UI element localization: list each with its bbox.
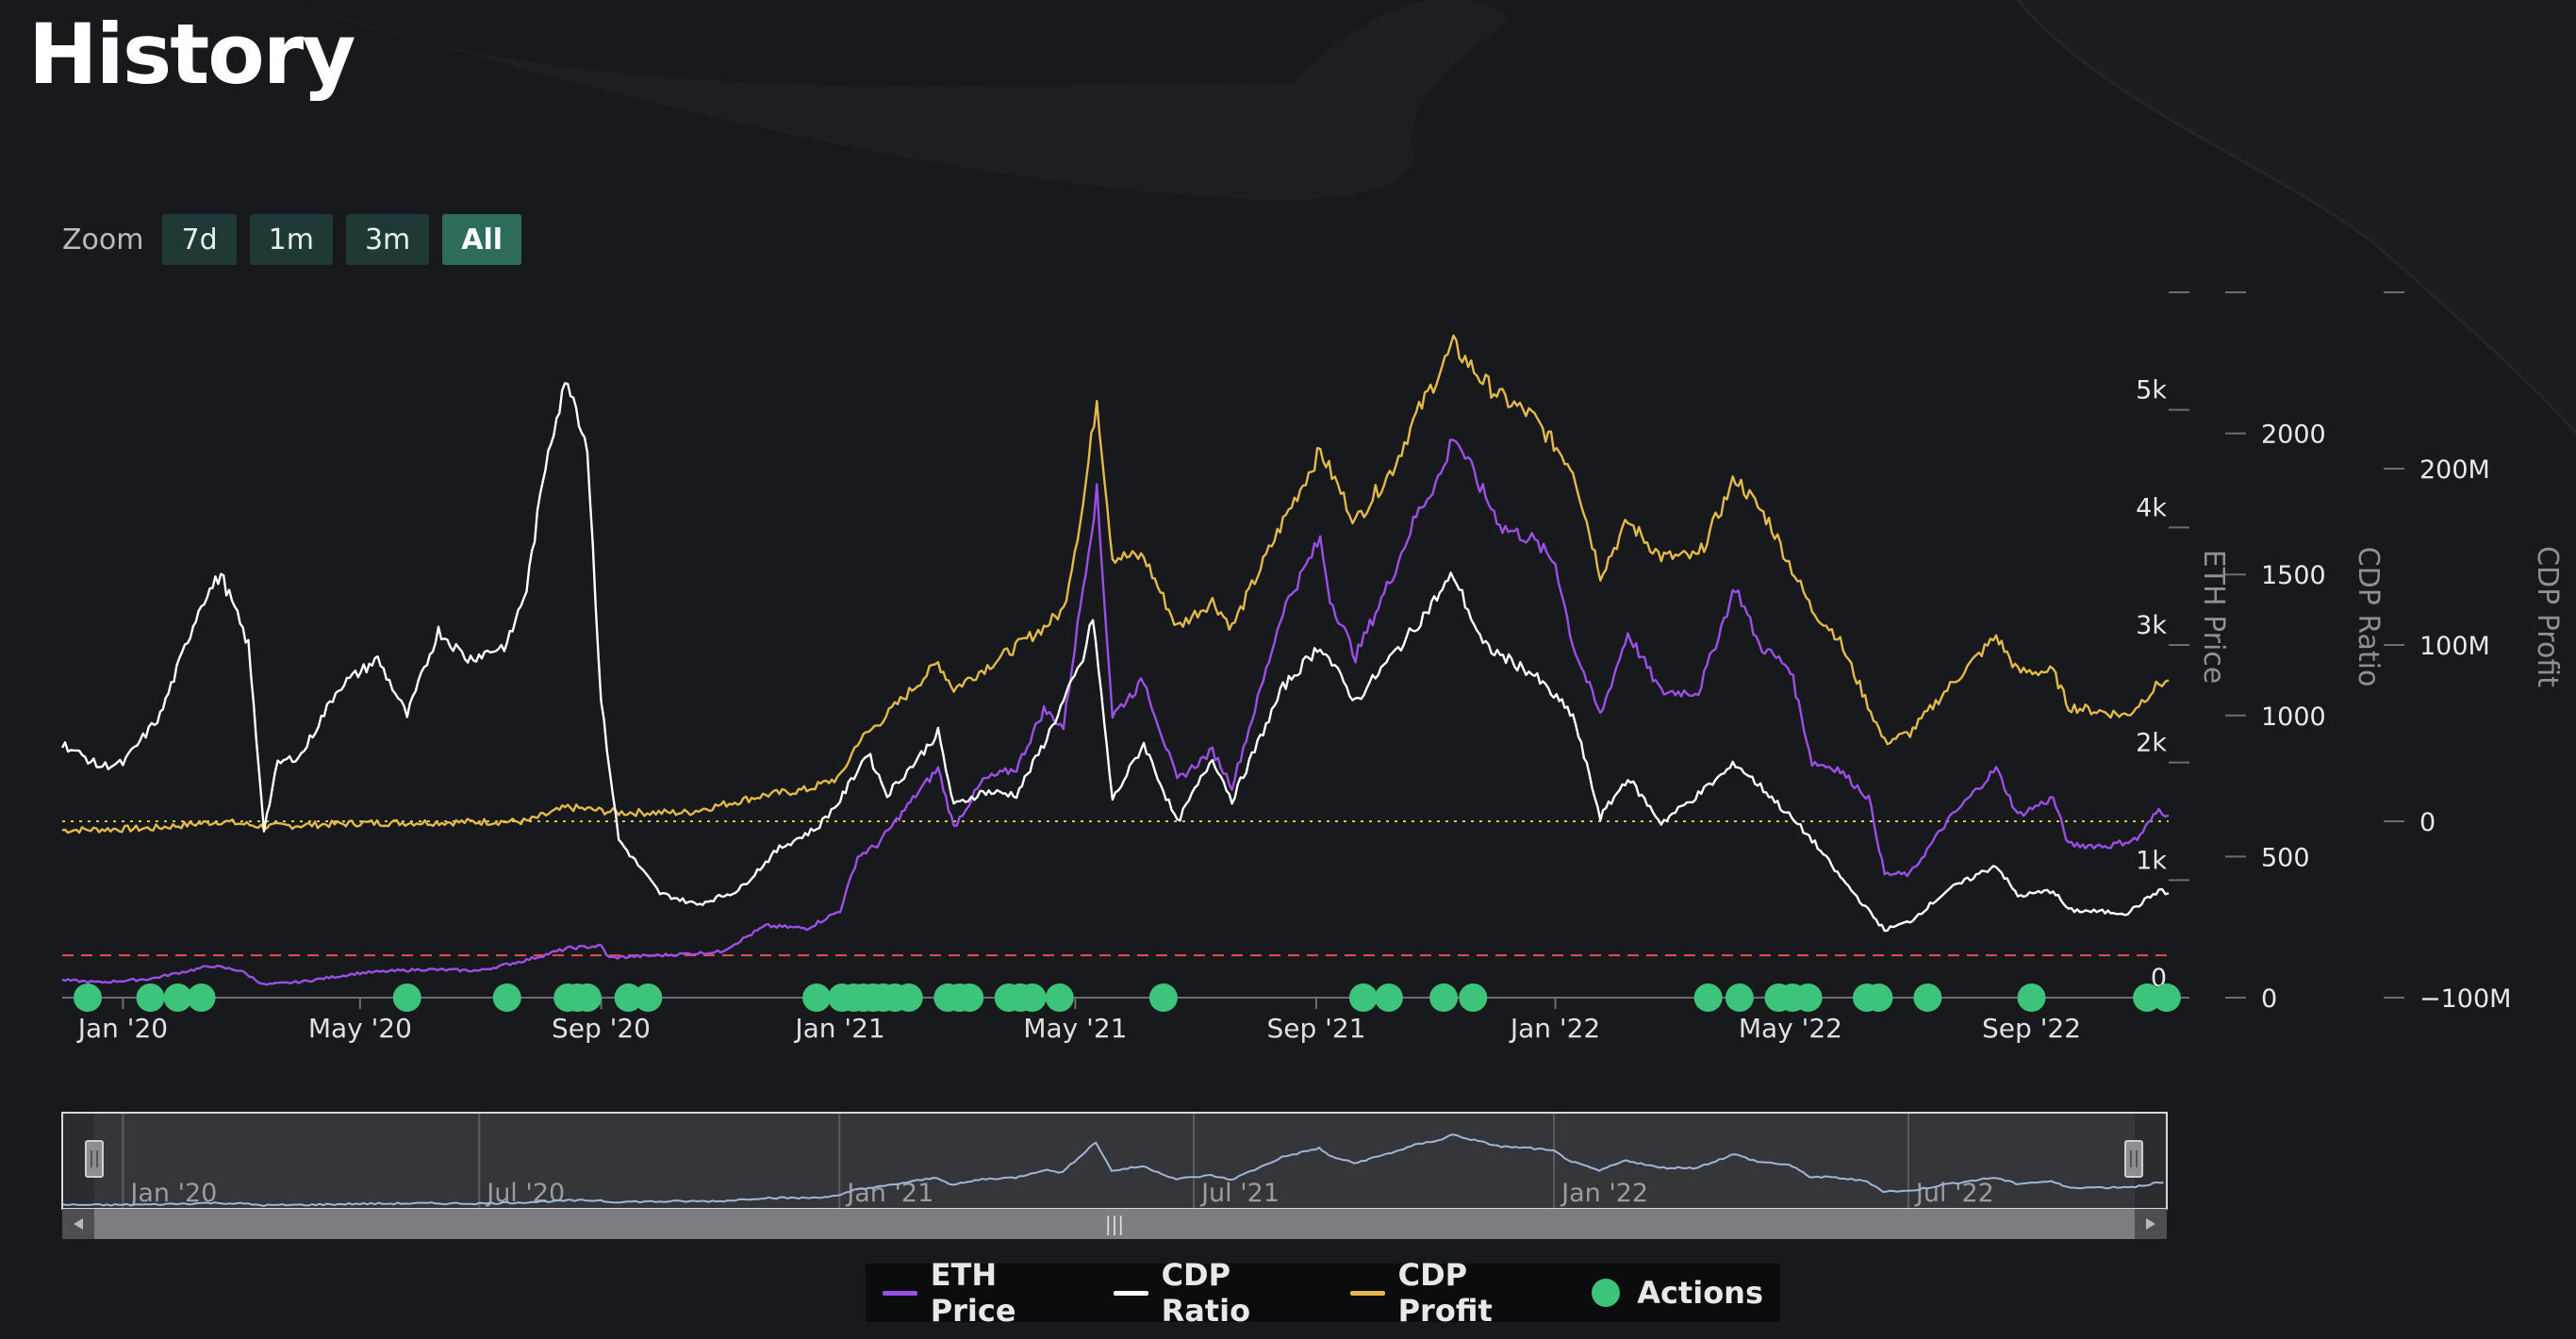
action-marker[interactable] xyxy=(187,984,216,1012)
navigator-tick-label: Jan '21 xyxy=(845,1179,933,1208)
actions-layer xyxy=(74,984,2181,1012)
action-marker[interactable] xyxy=(1725,984,1754,1012)
scrollbar[interactable]: ||| xyxy=(62,1209,2167,1239)
series-layer xyxy=(60,334,2170,986)
action-marker[interactable] xyxy=(1429,984,1459,1012)
eth-price-axis-title: ETH Price xyxy=(2197,550,2230,685)
zoom-7d-button[interactable]: 7d xyxy=(162,214,237,265)
scroll-left-arrow-icon xyxy=(74,1218,83,1230)
scroll-right-arrow-icon xyxy=(2146,1218,2155,1230)
legend-item-cdp-ratio[interactable]: CDP Ratio xyxy=(1113,1257,1316,1329)
cdp-ratio-tick-label: 0 xyxy=(2261,984,2277,1014)
cdp-profit-tick-label: 100M xyxy=(2419,632,2490,661)
navigator-series-line xyxy=(61,1133,2164,1208)
navigator-right-handle[interactable] xyxy=(2124,1140,2143,1178)
action-marker[interactable] xyxy=(802,984,832,1012)
reference-lines xyxy=(62,820,2169,957)
legend-eth-price-swatch xyxy=(883,1290,917,1296)
x-tick-label: Jan '22 xyxy=(1509,1013,1600,1044)
action-marker[interactable] xyxy=(1374,984,1403,1012)
x-tick-label: Sep '21 xyxy=(1267,1013,1366,1044)
cdp-profit-tick-label: −100M xyxy=(2419,984,2511,1014)
legend-cdp-profit-label: CDP Profit xyxy=(1397,1257,1493,1329)
action-marker[interactable] xyxy=(572,984,602,1012)
action-marker[interactable] xyxy=(1348,984,1378,1012)
legend-item-cdp-profit[interactable]: CDP Profit xyxy=(1349,1257,1558,1329)
action-marker[interactable] xyxy=(894,984,923,1012)
legend-cdp-profit-swatch xyxy=(1349,1290,1385,1296)
action-marker[interactable] xyxy=(492,984,521,1012)
cdp-ratio-tick-label: 2000 xyxy=(2261,421,2326,450)
x-tick-label: Sep '20 xyxy=(552,1013,651,1044)
eth-price-series-line xyxy=(61,438,2170,986)
x-tick-label: May '22 xyxy=(1739,1013,1842,1044)
action-marker[interactable] xyxy=(1864,984,1893,1012)
legend-actions-dot-icon xyxy=(1592,1279,1621,1307)
legend-item-actions[interactable]: Actions xyxy=(1592,1275,1763,1311)
eth-price-tick-label: 3k xyxy=(2136,611,2167,640)
zoom-label: Zoom xyxy=(62,223,144,256)
action-marker[interactable] xyxy=(163,984,192,1012)
cdp-profit-tick-label: 200M xyxy=(2419,455,2490,485)
action-marker[interactable] xyxy=(1148,984,1178,1012)
action-marker[interactable] xyxy=(136,984,165,1012)
action-marker[interactable] xyxy=(634,984,663,1012)
cdp-ratio-axis-title: CDP Ratio xyxy=(2352,547,2385,687)
cdp-ratio-tick-label: 500 xyxy=(2261,843,2310,872)
zoom-all-button[interactable]: All xyxy=(442,214,522,265)
cdp-ratio-series-line xyxy=(60,382,2170,933)
navigator-selected-range[interactable] xyxy=(94,1113,2135,1209)
page-title: History xyxy=(28,6,355,103)
legend-item-eth-price[interactable]: ETH Price xyxy=(883,1257,1080,1329)
eth-price-tick-label: 4k xyxy=(2136,493,2167,522)
navigator-tick-label: Jan '22 xyxy=(1560,1179,1648,1208)
navigator-left-handle[interactable] xyxy=(85,1140,104,1178)
cdp-profit-series-line xyxy=(61,334,2170,835)
x-tick-label: Jan '21 xyxy=(793,1013,884,1044)
scrollbar-thumb[interactable] xyxy=(94,1209,2135,1239)
action-marker[interactable] xyxy=(74,984,103,1012)
zoom-1m-button[interactable]: 1m xyxy=(249,214,333,265)
action-marker[interactable] xyxy=(392,984,421,1012)
x-tick-label: Sep '22 xyxy=(1982,1013,2081,1044)
action-marker[interactable] xyxy=(1913,984,1942,1012)
action-marker[interactable] xyxy=(2017,984,2046,1012)
cdp-profit-tick-label: 0 xyxy=(2419,808,2436,837)
eth-price-tick-label: 5k xyxy=(2136,376,2167,405)
x-tick-label: May '21 xyxy=(1023,1013,1127,1044)
legend-cdp-ratio-swatch xyxy=(1113,1290,1148,1296)
cdp-ratio-tick-label: 1000 xyxy=(2261,703,2326,732)
legend-actions-label: Actions xyxy=(1637,1275,1763,1311)
action-marker[interactable] xyxy=(1693,984,1723,1012)
axes-layer: Jan '20 May '20 Sep '20 Jan '21 May '21 Sep '… xyxy=(62,291,2564,1044)
cdp-profit-axis-title: CDP Profit xyxy=(2531,546,2564,687)
action-marker[interactable] xyxy=(2152,984,2181,1012)
navigator-tick-label: Jul '21 xyxy=(1199,1179,1280,1208)
cdp-ratio-tick-label: 1500 xyxy=(2261,561,2326,590)
action-marker[interactable] xyxy=(2133,984,2162,1012)
legend-eth-price-label: ETH Price xyxy=(930,1257,1016,1329)
action-marker[interactable] xyxy=(1793,984,1823,1012)
x-tick-label: Jan '20 xyxy=(76,1013,168,1044)
chart-legend: ETH Price CDP Ratio CDP Profit Actions xyxy=(866,1257,1780,1329)
action-marker[interactable] xyxy=(614,984,643,1012)
zoom-3m-button[interactable]: 3m xyxy=(345,214,430,265)
action-marker[interactable] xyxy=(955,984,984,1012)
eth-price-tick-label: 2k xyxy=(2136,729,2167,758)
action-marker[interactable] xyxy=(1459,984,1488,1012)
eth-price-tick-label: 1k xyxy=(2136,846,2167,875)
scrollbar-grip-icon: ||| xyxy=(1105,1213,1124,1235)
legend-cdp-ratio-label: CDP Ratio xyxy=(1161,1257,1251,1329)
x-tick-label: May '20 xyxy=(308,1013,412,1044)
action-marker[interactable] xyxy=(1017,984,1047,1012)
navigator: Jan '20 Jul '20 Jan '21 Jul '21 Jan '22 Jul '… xyxy=(61,1112,2168,1239)
action-marker[interactable] xyxy=(1045,984,1074,1012)
zoom-bar: Zoom 7d 1m 3m All xyxy=(62,213,535,266)
